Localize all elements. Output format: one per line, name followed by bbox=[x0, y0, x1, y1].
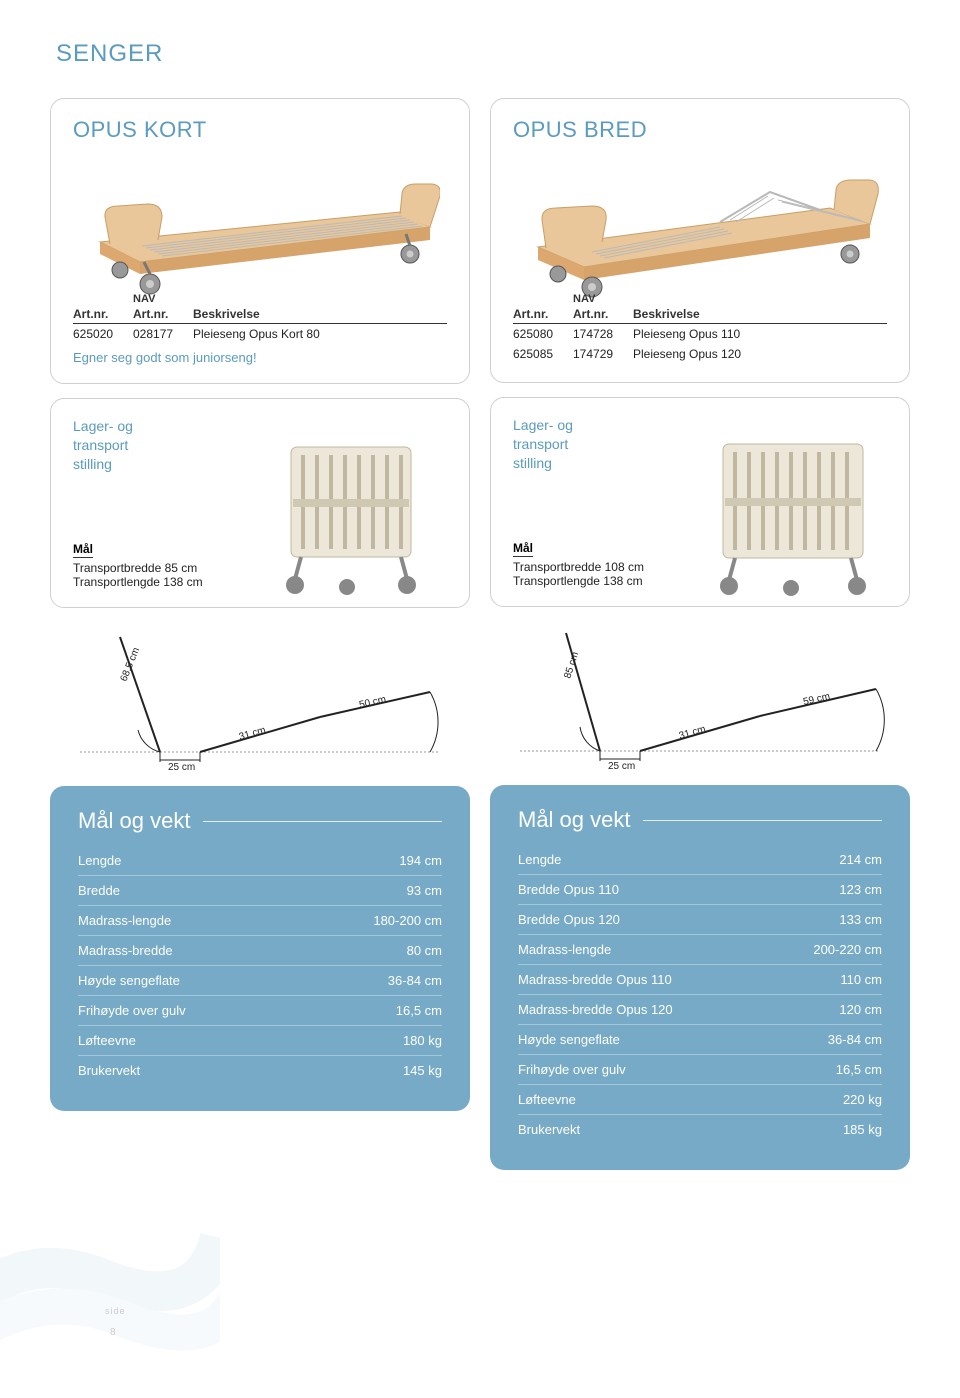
svg-text:31 cm: 31 cm bbox=[678, 724, 707, 742]
dimension-diagram-left: 68,5 cm 31 cm 50 cm 25 cm bbox=[50, 622, 470, 772]
spec-row: Madrass-lengde200-220 cm bbox=[518, 935, 882, 965]
transport-card-left: Lager- og transport stilling bbox=[50, 398, 470, 608]
nav-header: NAV bbox=[133, 293, 155, 305]
spec-row: Bredde Opus 120133 cm bbox=[518, 905, 882, 935]
background-swoosh bbox=[0, 1178, 220, 1398]
svg-text:25 cm: 25 cm bbox=[168, 762, 195, 772]
page-number: 8 bbox=[110, 1327, 116, 1338]
spec-row: Løfteevne220 kg bbox=[518, 1085, 882, 1115]
product-note-left: Egner seg godt som juniorseng! bbox=[73, 350, 447, 365]
artnr-header: Art.nr. bbox=[73, 307, 133, 321]
spec-box-left: Mål og vekt Lengde194 cmBredde93 cmMadra… bbox=[50, 786, 470, 1111]
spec-title-left: Mål og vekt bbox=[78, 808, 191, 834]
svg-text:59 cm: 59 cm bbox=[802, 691, 831, 708]
table-row: 625080174728Pleieseng Opus 110 bbox=[513, 324, 887, 344]
spec-row: Høyde sengeflate36-84 cm bbox=[78, 966, 442, 996]
table-row: 625085174729Pleieseng Opus 120 bbox=[513, 344, 887, 364]
product-card-right: OPUS BRED bbox=[490, 98, 910, 383]
desc-header: Beskrivelse bbox=[193, 307, 447, 321]
spec-rule bbox=[643, 820, 883, 821]
mal-title-left: Mål bbox=[73, 542, 93, 558]
art-table-left: Art.nr. NAV Art.nr. Beskrivelse 62502002… bbox=[73, 307, 447, 344]
spec-row: Høyde sengeflate36-84 cm bbox=[518, 1025, 882, 1055]
folded-bed-left bbox=[251, 429, 451, 599]
spec-row: Bredde Opus 110123 cm bbox=[518, 875, 882, 905]
spec-row: Brukervekt185 kg bbox=[518, 1115, 882, 1144]
spec-box-right: Mål og vekt Lengde214 cmBredde Opus 1101… bbox=[490, 785, 910, 1170]
mal-title-right: Mål bbox=[513, 541, 533, 557]
svg-text:68,5 cm: 68,5 cm bbox=[119, 646, 143, 683]
spec-row: Lengde214 cm bbox=[518, 845, 882, 875]
spec-row: Madrass-lengde180-200 cm bbox=[78, 906, 442, 936]
spec-row: Brukervekt145 kg bbox=[78, 1056, 442, 1085]
spec-row: Madrass-bredde Opus 110110 cm bbox=[518, 965, 882, 995]
product-title-right: OPUS BRED bbox=[513, 117, 887, 143]
transport-card-right: Lager- og transport stilling bbox=[490, 397, 910, 607]
spec-row: Lengde194 cm bbox=[78, 846, 442, 876]
spec-rule bbox=[203, 821, 443, 822]
dimension-diagram-right: 85 cm 31 cm 59 cm 25 cm bbox=[490, 621, 910, 771]
nav-artnr-header: Art.nr. bbox=[133, 307, 168, 321]
side-label: side bbox=[105, 1306, 126, 1316]
spec-title-right: Mål og vekt bbox=[518, 807, 631, 833]
spec-row: Madrass-bredde Opus 120120 cm bbox=[518, 995, 882, 1025]
bed-illustration-right bbox=[513, 157, 887, 307]
nav-header: NAV bbox=[573, 293, 595, 305]
spec-row: Frihøyde over gulv16,5 cm bbox=[518, 1055, 882, 1085]
art-table-right: Art.nr. NAV Art.nr. Beskrivelse 62508017… bbox=[513, 307, 887, 364]
spec-row: Løfteevne180 kg bbox=[78, 1026, 442, 1056]
bed-illustration-left bbox=[73, 157, 447, 307]
spec-row: Bredde93 cm bbox=[78, 876, 442, 906]
svg-text:31 cm: 31 cm bbox=[238, 725, 267, 743]
spec-row: Frihøyde over gulv16,5 cm bbox=[78, 996, 442, 1026]
nav-artnr-header: Art.nr. bbox=[573, 307, 608, 321]
svg-text:50 cm: 50 cm bbox=[358, 694, 387, 711]
svg-text:25 cm: 25 cm bbox=[608, 761, 635, 771]
desc-header: Beskrivelse bbox=[633, 307, 887, 321]
artnr-header: Art.nr. bbox=[513, 307, 573, 321]
folded-bed-right bbox=[691, 428, 891, 598]
page-title: SENGER bbox=[56, 40, 910, 68]
table-row: 625020028177Pleieseng Opus Kort 80 bbox=[73, 324, 447, 344]
spec-row: Madrass-bredde80 cm bbox=[78, 936, 442, 966]
product-title-left: OPUS KORT bbox=[73, 117, 447, 143]
product-card-left: OPUS KORT bbox=[50, 98, 470, 384]
